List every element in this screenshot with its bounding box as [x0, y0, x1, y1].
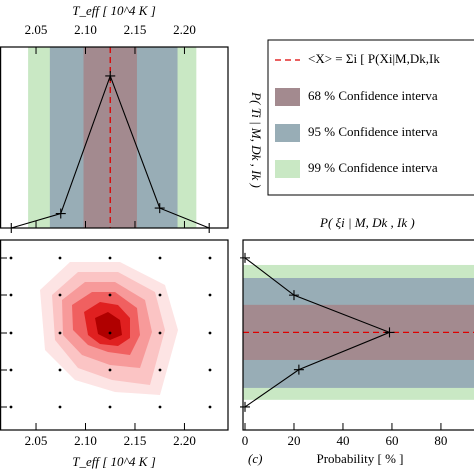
legend-swatch: [275, 160, 300, 178]
grid-dot: [208, 368, 212, 372]
legend-swatch: [275, 88, 300, 106]
panel-frame: [242, 239, 474, 431]
legend-mean-label: <X> = Σi [ P(Xi|M,Dk,Ik: [308, 51, 440, 66]
x-axis-label: T_eff [ 10^4 K ]: [72, 3, 156, 18]
x-tick-label: 60: [385, 433, 398, 448]
legend-box: [267, 39, 474, 196]
legend-label: 95 % Confidence interva: [308, 124, 438, 139]
grid-dot: [158, 368, 162, 372]
point: [293, 364, 304, 375]
grid-dot: [9, 256, 13, 260]
grid-dot: [9, 293, 13, 297]
grid-dot: [9, 331, 13, 335]
point: [240, 252, 250, 263]
grid-dot: [208, 405, 212, 409]
x-tick-label: 2.20: [173, 22, 196, 37]
contours: [40, 262, 178, 395]
point: [288, 290, 299, 301]
grid-dot: [208, 293, 212, 297]
grid-dot: [58, 256, 62, 260]
grid-dot: [108, 368, 112, 372]
grid-dot: [58, 293, 62, 297]
grid-dot: [9, 368, 13, 372]
grid-dot: [158, 331, 162, 335]
x-tick-label: 20: [287, 433, 300, 448]
x-axis-label: Probability [ % ]: [316, 451, 403, 466]
panel-frame: [0, 46, 229, 229]
panel-frame: [0, 239, 229, 431]
grid-dot: [158, 293, 162, 297]
grid-dot: [208, 256, 212, 260]
x-tick-label: 80: [434, 433, 447, 448]
grid-dot: [208, 331, 212, 335]
x-tick-label: 0: [242, 433, 249, 448]
grid-dot: [58, 331, 62, 335]
grid-dot: [58, 405, 62, 409]
grid-dot: [108, 331, 112, 335]
grid-dot: [108, 293, 112, 297]
point: [240, 401, 250, 412]
point: [154, 203, 165, 214]
legend-label: 68 % Confidence interva: [308, 88, 438, 103]
x-tick-label: 2.05: [25, 433, 48, 448]
x-tick-label: 2.15: [124, 22, 147, 37]
grid-dot: [158, 256, 162, 260]
panel-title: P( ξi | M, Dk , Ik ): [319, 215, 415, 230]
grid-dot: [58, 368, 62, 372]
grid-dot: [158, 405, 162, 409]
x-tick-label: 40: [336, 433, 349, 448]
grid-dot: [108, 256, 112, 260]
x-tick-label: 2.10: [74, 433, 97, 448]
panel-note: (c): [248, 451, 262, 466]
grid-dot: [108, 405, 112, 409]
point: [55, 208, 66, 219]
legend-label: 99 % Confidence interva: [308, 160, 438, 175]
x-tick-label: 2.05: [25, 22, 48, 37]
point: [105, 70, 116, 81]
x-tick-label: 2.20: [173, 433, 196, 448]
x-tick-label: 2.10: [74, 22, 97, 37]
grid-dot: [9, 405, 13, 409]
y-axis-label: P( Ti | M, Dk , Ik ): [249, 91, 264, 188]
x-tick-label: 2.15: [124, 433, 147, 448]
point: [384, 327, 395, 338]
legend-swatch: [275, 124, 300, 142]
x-axis-label: T_eff [ 10^4 K ]: [72, 454, 156, 469]
